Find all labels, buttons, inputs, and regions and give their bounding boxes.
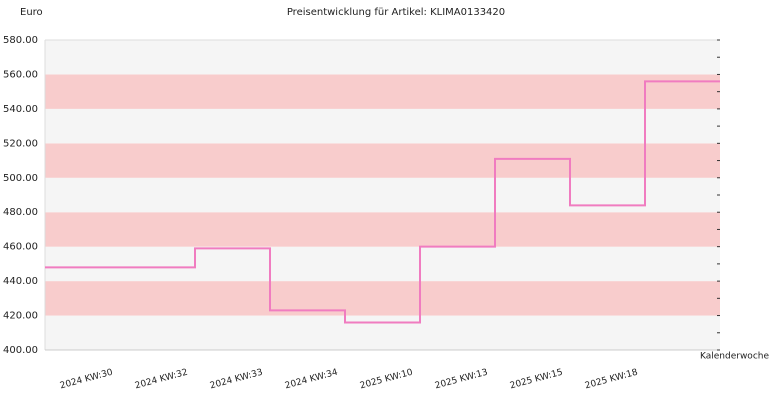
- x-tick-label: 2025 KW:13: [434, 368, 489, 392]
- background-stripe: [45, 212, 720, 247]
- background-stripe: [45, 74, 720, 109]
- x-tick-label: 2024 KW:33: [209, 368, 264, 392]
- y-axis-label: Euro: [20, 7, 43, 18]
- x-tick-label: 2025 KW:10: [359, 368, 414, 392]
- y-tick-label: 480.00: [3, 207, 38, 218]
- y-tick-label: 540.00: [3, 104, 38, 115]
- x-tick-label: 2024 KW:32: [134, 368, 189, 392]
- y-tick-label: 500.00: [3, 173, 38, 184]
- chart-title: Preisentwicklung für Artikel: KLIMA01334…: [287, 7, 505, 18]
- background-stripe: [45, 246, 720, 282]
- y-tick-label: 580.00: [3, 35, 38, 46]
- background-stripe: [45, 40, 720, 75]
- y-tick-label: 460.00: [3, 242, 38, 253]
- y-tick-label: 400.00: [3, 345, 38, 356]
- x-tick-label: 2025 KW:18: [584, 368, 639, 392]
- background-stripe: [45, 315, 720, 350]
- x-axis-label: Kalenderwoche: [700, 352, 769, 362]
- price-line: [45, 80, 720, 324]
- background-stripe: [45, 143, 720, 178]
- y-tick-label: 440.00: [3, 276, 38, 287]
- x-tick-label: 2024 KW:34: [284, 368, 339, 392]
- background-stripe: [45, 177, 720, 213]
- y-tick-label: 420.00: [3, 311, 38, 322]
- y-tick-label: 520.00: [3, 138, 38, 149]
- background-stripe: [45, 108, 720, 144]
- x-tick-label: 2024 KW:30: [59, 368, 114, 392]
- background-stripe: [45, 281, 720, 316]
- x-tick-label: 2025 KW:15: [509, 368, 564, 392]
- y-tick-label: 560.00: [3, 69, 38, 80]
